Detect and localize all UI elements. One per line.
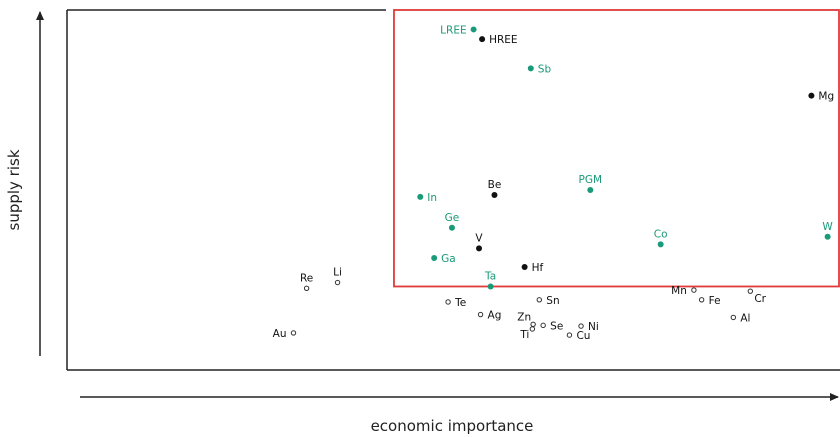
- data-points: LREE HREE Sb Mg In Be PGM Ge V Co W Ga Hf Ta Re Li Te Sn M…: [273, 24, 834, 342]
- critical-region-box: [393, 9, 840, 288]
- data-point-ge: Ge: [445, 212, 460, 231]
- point-marker: [470, 26, 477, 33]
- data-point-fe: Fe: [698, 295, 721, 307]
- data-point-ni: Ni: [578, 321, 599, 333]
- data-point-mn: Mn: [671, 285, 697, 297]
- point-marker: [487, 283, 494, 290]
- point-label: HREE: [489, 34, 517, 46]
- point-marker: [334, 279, 341, 286]
- data-point-ta: Ta: [484, 270, 496, 290]
- point-marker: [540, 322, 546, 329]
- point-label: Se: [550, 320, 563, 332]
- point-marker: [290, 330, 297, 336]
- data-point-te: Te: [445, 297, 466, 309]
- data-point-re: Re: [300, 272, 313, 291]
- point-label: Mn: [671, 285, 687, 297]
- point-label: Ga: [441, 253, 456, 265]
- point-label: Ge: [445, 212, 460, 224]
- point-label: Ta: [484, 270, 496, 282]
- point-marker: [431, 255, 438, 262]
- data-point-ga: Ga: [431, 253, 456, 265]
- data-point-co: Co: [654, 228, 668, 248]
- point-label: Al: [740, 312, 750, 324]
- point-marker: [303, 285, 310, 291]
- point-label: Ti: [519, 329, 529, 341]
- data-point-se: Se: [540, 320, 563, 332]
- data-point-pgm: PGM: [579, 174, 603, 193]
- point-marker: [448, 224, 455, 231]
- data-point-al: Al: [730, 312, 750, 324]
- point-label: Co: [654, 228, 668, 240]
- data-point-v: V: [475, 232, 483, 252]
- data-point-ag: Ag: [477, 310, 502, 322]
- point-label: W: [822, 221, 833, 233]
- data-point-au: Au: [273, 328, 297, 340]
- data-point-w: W: [822, 221, 833, 240]
- point-marker: [529, 326, 536, 332]
- point-marker: [730, 314, 737, 321]
- data-point-sb: Sb: [527, 63, 552, 75]
- point-label: Mg: [818, 91, 834, 103]
- point-label: Ni: [588, 321, 599, 333]
- data-point-sn: Sn: [536, 295, 560, 307]
- data-point-cr: Cr: [747, 288, 767, 305]
- point-marker: [587, 187, 594, 193]
- point-label: Sb: [538, 63, 552, 75]
- point-marker: [477, 311, 484, 318]
- data-point-ti: Ti: [519, 326, 536, 341]
- point-label: LREE: [440, 24, 466, 36]
- point-label: Be: [488, 179, 502, 191]
- point-marker: [527, 65, 534, 72]
- point-marker: [566, 332, 573, 338]
- point-marker: [691, 287, 697, 293]
- data-point-be: Be: [488, 179, 502, 199]
- point-label: Sn: [546, 295, 559, 307]
- x-axis-label: economic importance: [371, 417, 534, 435]
- point-label: Fe: [709, 295, 721, 307]
- data-point-cu: Cu: [566, 330, 590, 342]
- point-marker: [808, 92, 815, 99]
- point-marker: [491, 192, 498, 199]
- data-point-hree: HREE: [479, 34, 518, 46]
- point-label: PGM: [579, 174, 603, 186]
- point-marker: [578, 323, 584, 329]
- point-label: Cu: [576, 330, 590, 342]
- data-point-mg: Mg: [808, 91, 834, 103]
- data-point-lree: LREE: [440, 24, 477, 36]
- point-label: Zn: [517, 311, 531, 323]
- point-marker: [479, 36, 486, 43]
- data-point-in: In: [417, 192, 437, 204]
- data-point-zn: Zn: [517, 311, 536, 327]
- point-marker: [530, 321, 536, 327]
- point-marker: [521, 264, 528, 271]
- point-label: Te: [454, 297, 466, 309]
- point-label: Ag: [488, 310, 502, 322]
- point-label: Cr: [754, 293, 766, 305]
- point-marker: [657, 241, 664, 248]
- point-label: In: [427, 192, 437, 204]
- point-label: Re: [300, 272, 313, 284]
- point-marker: [536, 297, 543, 303]
- point-marker: [824, 233, 831, 240]
- point-marker: [417, 193, 424, 200]
- data-point-hf: Hf: [521, 262, 544, 274]
- y-axis-label: supply risk: [5, 149, 23, 230]
- point-marker: [476, 245, 483, 252]
- point-label: Hf: [532, 262, 544, 274]
- point-marker: [698, 297, 705, 303]
- point-label: Au: [273, 328, 287, 340]
- point-label: Li: [333, 267, 342, 279]
- point-label: V: [475, 232, 483, 244]
- point-marker: [445, 299, 451, 305]
- data-point-li: Li: [333, 267, 342, 286]
- point-marker: [747, 288, 754, 294]
